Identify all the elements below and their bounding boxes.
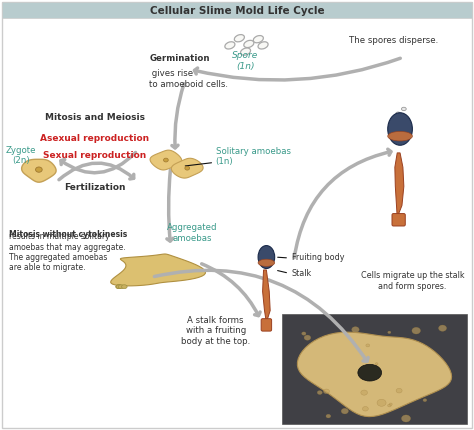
Polygon shape xyxy=(395,153,404,218)
Text: Stalk: Stalk xyxy=(292,269,312,278)
Ellipse shape xyxy=(388,331,391,334)
Ellipse shape xyxy=(185,166,190,170)
Polygon shape xyxy=(297,332,452,417)
Ellipse shape xyxy=(398,125,403,128)
Ellipse shape xyxy=(438,325,447,331)
Ellipse shape xyxy=(253,36,264,43)
Ellipse shape xyxy=(258,259,275,266)
Ellipse shape xyxy=(401,415,410,422)
Text: Cellular Slime Mold Life Cycle: Cellular Slime Mold Life Cycle xyxy=(150,6,324,15)
FancyBboxPatch shape xyxy=(282,314,467,424)
Text: Asexual reproduction: Asexual reproduction xyxy=(40,134,149,143)
Ellipse shape xyxy=(225,42,235,49)
Ellipse shape xyxy=(423,399,427,402)
Text: Zygote
(2n): Zygote (2n) xyxy=(6,146,36,165)
Ellipse shape xyxy=(377,399,386,406)
Polygon shape xyxy=(263,270,270,322)
Text: Fruiting body: Fruiting body xyxy=(292,252,344,261)
Ellipse shape xyxy=(388,404,391,407)
Text: Spore
(1n): Spore (1n) xyxy=(232,52,259,71)
Ellipse shape xyxy=(164,158,168,162)
Ellipse shape xyxy=(116,285,122,289)
Ellipse shape xyxy=(396,388,402,393)
FancyBboxPatch shape xyxy=(2,3,472,427)
Ellipse shape xyxy=(388,113,412,145)
Ellipse shape xyxy=(317,390,322,394)
Text: Aggregated
amoebas: Aggregated amoebas xyxy=(167,224,217,243)
Ellipse shape xyxy=(116,285,122,289)
Text: Fertilization: Fertilization xyxy=(64,183,126,192)
Ellipse shape xyxy=(323,389,329,394)
FancyBboxPatch shape xyxy=(261,319,272,331)
Ellipse shape xyxy=(341,408,348,414)
Ellipse shape xyxy=(258,42,268,49)
Ellipse shape xyxy=(121,285,127,289)
Ellipse shape xyxy=(403,117,408,120)
Ellipse shape xyxy=(389,403,392,405)
Text: Mitosis and Meiosis: Mitosis and Meiosis xyxy=(45,113,145,122)
Ellipse shape xyxy=(326,415,331,418)
Ellipse shape xyxy=(412,327,420,334)
Ellipse shape xyxy=(401,107,406,111)
Ellipse shape xyxy=(234,34,245,42)
Ellipse shape xyxy=(366,344,370,347)
Text: Germination: Germination xyxy=(149,54,210,63)
Text: Sexual reproduction: Sexual reproduction xyxy=(43,151,146,160)
Text: Cells migrate up the stalk
and form spores.: Cells migrate up the stalk and form spor… xyxy=(361,271,464,291)
Ellipse shape xyxy=(358,364,382,381)
Ellipse shape xyxy=(375,363,378,365)
Text: The spores disperse.: The spores disperse. xyxy=(349,36,438,45)
Polygon shape xyxy=(22,159,56,182)
Polygon shape xyxy=(110,254,205,286)
FancyBboxPatch shape xyxy=(392,214,405,226)
Ellipse shape xyxy=(244,40,254,48)
Ellipse shape xyxy=(240,48,251,55)
Text: results in multiple solitary
amoebas that may aggregate.
The aggregated amoebas
: results in multiple solitary amoebas tha… xyxy=(9,232,125,272)
Text: A stalk forms
with a fruiting
body at the top.: A stalk forms with a fruiting body at th… xyxy=(181,316,250,346)
Ellipse shape xyxy=(396,112,401,115)
Ellipse shape xyxy=(304,335,310,340)
Ellipse shape xyxy=(302,332,306,335)
Ellipse shape xyxy=(363,406,368,411)
Text: gives rise
to amoeboid cells.: gives rise to amoeboid cells. xyxy=(149,69,228,89)
Text: Solitary amoebas
(1n): Solitary amoebas (1n) xyxy=(216,147,291,166)
Ellipse shape xyxy=(118,285,124,289)
Ellipse shape xyxy=(116,285,121,289)
Text: Mitosis without cytokinesis: Mitosis without cytokinesis xyxy=(9,230,127,239)
Ellipse shape xyxy=(258,246,275,268)
Ellipse shape xyxy=(361,390,367,395)
Ellipse shape xyxy=(388,132,412,141)
Ellipse shape xyxy=(352,327,359,332)
Ellipse shape xyxy=(36,167,42,172)
Polygon shape xyxy=(171,158,203,178)
FancyBboxPatch shape xyxy=(2,3,472,18)
Polygon shape xyxy=(150,150,182,170)
